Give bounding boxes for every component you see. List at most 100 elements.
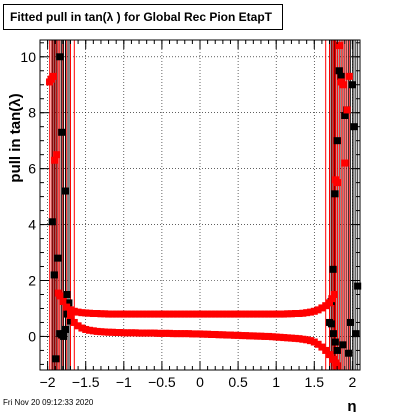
data-point [246,310,254,318]
data-point [105,328,113,336]
data-point [242,332,250,340]
data-point [265,332,273,340]
data-point [329,355,337,363]
data-point [89,327,97,335]
data-point [89,310,97,318]
data-point [257,310,265,318]
data-point [63,303,71,311]
data-point [327,320,335,328]
data-point [97,310,105,318]
data-point [158,329,166,337]
data-point [268,333,276,341]
grid [40,40,360,370]
data-point [124,310,132,318]
data-point [116,310,124,318]
data-point [131,310,139,318]
data-point [268,310,276,318]
data-point [230,310,238,318]
data-point [127,329,135,337]
data-point [249,332,257,340]
y-axis-label: pull in tan(λ) [7,93,24,182]
data-point [331,338,339,346]
x-tick-label: −1 [116,374,132,390]
data-point [154,329,162,337]
data-point [328,295,336,303]
data-point [207,330,215,338]
data-point [299,309,307,317]
data-point [261,310,269,318]
data-point [310,338,318,346]
data-point [291,334,299,342]
data-point [78,324,86,332]
x-tick-label: 0.5 [228,374,248,390]
data-point [59,297,67,305]
data-point [284,334,292,342]
tick-labels: −2 −1.5 −1 −0.5 0 0.5 1 1.5 2 0 2 4 6 8 10 [20,49,356,390]
data-point [295,310,303,318]
data-point [348,81,356,89]
data-point [74,308,82,316]
data-point [287,334,295,342]
data-point [169,330,177,338]
data-point [339,81,347,89]
data-point [303,309,311,317]
data-point [63,290,71,298]
data-point [70,318,78,326]
data-point [337,72,345,80]
data-point [82,325,90,333]
data-point [97,328,105,336]
data-point [188,310,196,318]
data-point [60,332,68,340]
data-point [56,53,64,61]
data-point [66,306,74,314]
data-point [295,335,303,343]
y-tick-label: 0 [28,328,36,344]
data-point [169,310,177,318]
data-point [249,310,257,318]
data-point [173,330,181,338]
data-point [108,310,116,318]
data-point [257,332,265,340]
data-point [354,282,362,290]
data-point [330,290,338,298]
data-point [62,187,70,195]
data-point [343,106,351,114]
data-point [52,355,60,363]
data-point [65,299,73,307]
data-point [86,326,94,334]
data-point [192,330,200,338]
data-point [272,310,280,318]
data-point [166,329,174,337]
data-point [139,329,147,337]
data-point [335,67,343,75]
data-point [219,331,227,339]
data-point [86,309,94,317]
data-point [326,351,334,359]
data-point [215,310,223,318]
data-point [226,310,234,318]
y-tick-label: 4 [28,217,36,233]
data-point [276,310,284,318]
data-point [350,123,358,131]
data-point [101,328,109,336]
data-point [284,310,292,318]
data-point [49,72,57,80]
x-tick-label: 0 [196,374,204,390]
data-point [120,329,128,337]
data-point [265,310,273,318]
x-tick-label: −1.5 [72,374,100,390]
data-point [200,330,208,338]
data-point [146,310,154,318]
data-point [162,310,170,318]
data-point [173,310,181,318]
data-point [280,310,288,318]
y-tick-label: 10 [20,49,36,65]
data-point [318,343,326,351]
data-point [276,333,284,341]
data-point [310,307,318,315]
data-point [238,332,246,340]
data-point [139,310,147,318]
data-point [82,309,90,317]
data-point [196,310,204,318]
